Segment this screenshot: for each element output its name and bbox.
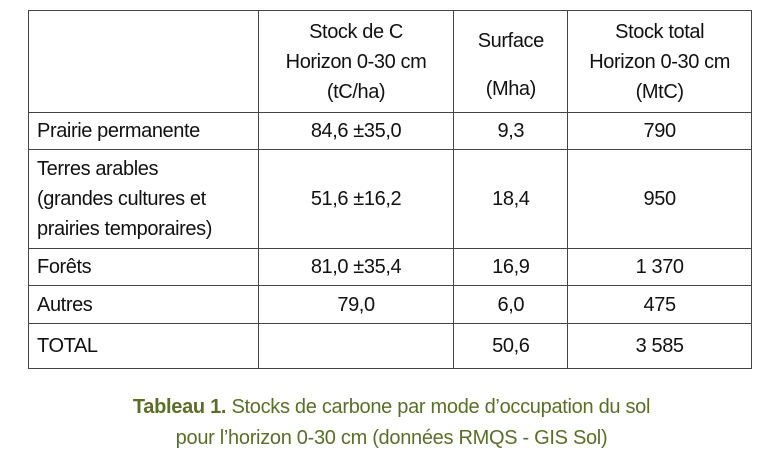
row-label: TOTAL	[28, 323, 259, 369]
value-cell: 50,6	[453, 323, 569, 369]
value-cell: 475	[567, 285, 752, 324]
caption-line: pour l’horizon 0-30 cm (données RMQS - G…	[0, 423, 783, 454]
value-cell: 1 370	[567, 248, 752, 286]
value-cell: 51,6 ±16,2	[257, 149, 455, 249]
caption-text: Stocks de carbone par mode d’occupation …	[231, 396, 651, 418]
cell-text: 84,6 ±35,0	[310, 120, 402, 142]
table-body: Prairie permanente 84,6 ±35,0 9,3 790 Terres…	[28, 112, 752, 369]
data-table: Stock de C Horizon 0-30 cm (tC/ha) Surface (…	[28, 10, 752, 369]
header-line: Horizon 0-30 cm	[285, 50, 427, 73]
value-cell: 3 585	[567, 323, 752, 369]
header-line: (Mha)	[485, 77, 537, 100]
header-line: Horizon 0-30 cm	[589, 50, 730, 73]
value-cell: 81,0 ±35,4	[257, 248, 455, 286]
table-row: Autres 79,0 6,0 475	[28, 285, 752, 324]
label-line: Prairie permanente	[37, 120, 200, 142]
label-line: prairies temporaires)	[37, 218, 212, 240]
header-line: Stock de C	[309, 20, 403, 43]
cell-text: 1 370	[635, 256, 684, 278]
label-line: Terres arables	[37, 158, 159, 180]
header-cell	[28, 10, 259, 113]
header-line: Stock total	[615, 20, 705, 43]
cell-text: 50,6	[492, 335, 530, 357]
cell-text: 79,0	[337, 293, 375, 316]
caption-line: Tableau 1. Stocks de carbone par mode d’…	[0, 392, 783, 423]
cell-text: 51,6 ±16,2	[310, 188, 402, 210]
value-cell: 950	[567, 149, 752, 249]
row-label: Autres	[28, 285, 259, 324]
value-cell: 79,0	[257, 285, 455, 324]
header-cell: Surface (Mha)	[453, 10, 569, 113]
value-cell: 16,9	[453, 248, 569, 286]
label-line: Forêts	[37, 256, 92, 278]
cell-text: 81,0 ±35,4	[310, 256, 402, 278]
caption-text: pour l’horizon 0-30 cm (données RMQS - G…	[175, 427, 608, 449]
header-row: Stock de C Horizon 0-30 cm (tC/ha) Surface (…	[28, 10, 752, 113]
cell-text: 950	[643, 188, 677, 210]
table-row: TOTAL 50,6 3 585	[28, 323, 752, 369]
cell-text: 9,3	[497, 120, 525, 142]
cell-text: 790	[643, 120, 677, 142]
value-cell: 9,3	[453, 112, 569, 150]
value-cell: 84,6 ±35,0	[257, 112, 455, 150]
header-lines: Surface (Mha)	[462, 20, 559, 104]
table-row: Forêts 81,0 ±35,4 16,9 1 370	[28, 248, 752, 286]
table-row: Terres arables (grandes cultures et prairi…	[28, 149, 752, 249]
value-cell	[257, 323, 455, 369]
label-line: TOTAL	[37, 335, 98, 357]
header-cell: Stock total Horizon 0-30 cm (MtC)	[567, 10, 752, 113]
caption-label: Tableau 1.	[132, 396, 227, 418]
table-row: Prairie permanente 84,6 ±35,0 9,3 790	[28, 112, 752, 150]
caption: Tableau 1. Stocks de carbone par mode d’…	[0, 392, 783, 454]
header-line: (MtC)	[635, 80, 684, 103]
cell-text: 3 585	[635, 335, 684, 357]
header-lines: Stock total Horizon 0-30 cm (MtC)	[576, 17, 743, 107]
row-label: Terres arables (grandes cultures et prairi…	[28, 149, 259, 249]
value-cell: 18,4	[453, 149, 569, 249]
row-label: Prairie permanente	[28, 112, 259, 150]
cell-text: 16,9	[492, 256, 530, 278]
header-line: (tC/ha)	[326, 80, 386, 103]
label-line: Autres	[37, 293, 93, 316]
cell-text: 6,0	[497, 293, 525, 316]
cell-text: 475	[643, 293, 677, 316]
cell-text: 18,4	[492, 188, 530, 210]
value-cell: 790	[567, 112, 752, 150]
header-line: Surface	[477, 29, 545, 52]
value-cell: 6,0	[453, 285, 569, 324]
label-line: (grandes cultures et	[37, 188, 206, 210]
row-label: Forêts	[28, 248, 259, 286]
header-cell: Stock de C Horizon 0-30 cm (tC/ha)	[257, 10, 455, 113]
header-lines: Stock de C Horizon 0-30 cm (tC/ha)	[267, 17, 446, 107]
